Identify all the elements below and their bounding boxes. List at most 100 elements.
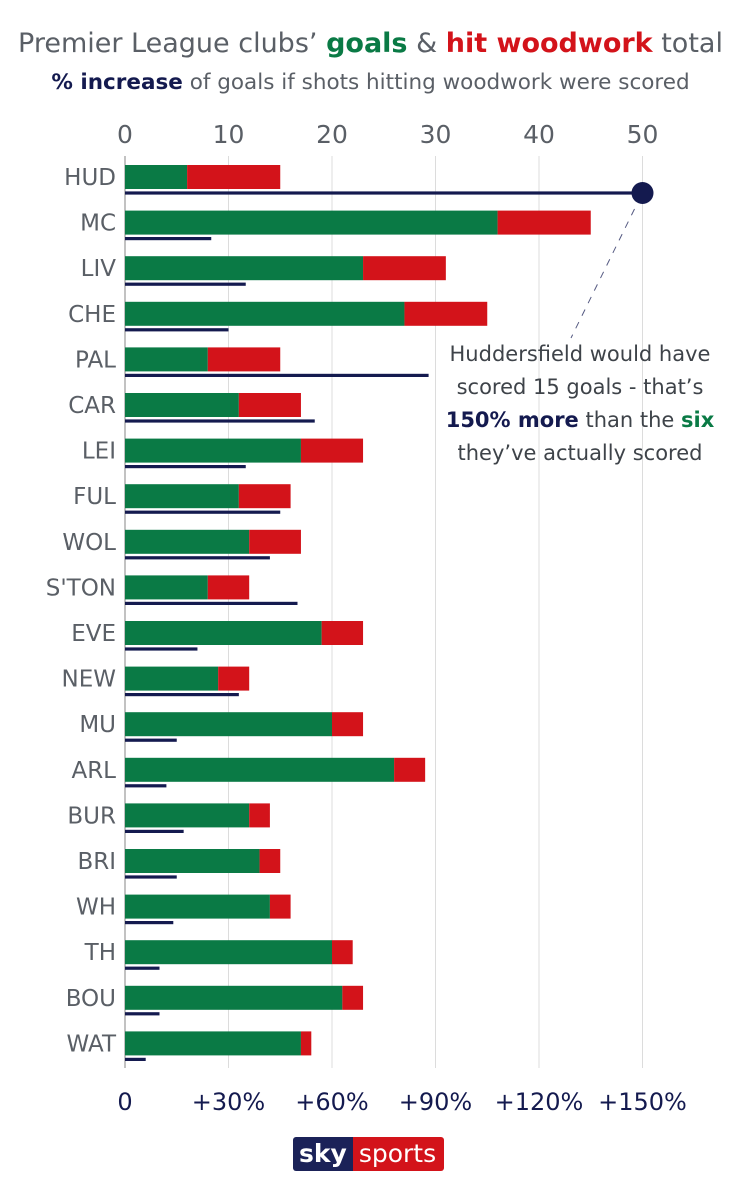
category-label: WH (76, 895, 116, 921)
increase-line (125, 328, 229, 332)
bottom-tick-label: +120% (495, 1088, 584, 1116)
category-label: BUR (67, 803, 116, 829)
woodwork-bar (269, 894, 291, 919)
increase-line (125, 465, 246, 469)
woodwork-bar (300, 438, 364, 463)
woodwork-bar (321, 621, 364, 645)
goals-bar (125, 894, 270, 919)
goals-bar (125, 1031, 301, 1056)
top-tick-label: 30 (420, 120, 452, 149)
bottom-tick-label: 0 (117, 1088, 132, 1116)
category-label: S'TON (46, 575, 116, 601)
bottom-tick-label: +60% (295, 1088, 368, 1116)
goals-bar (125, 484, 239, 509)
goals-bar (125, 757, 395, 782)
woodwork-bar (394, 757, 426, 782)
top-tick-label: 40 (523, 120, 555, 149)
goals-bar (125, 347, 208, 372)
goals-bar (125, 803, 250, 828)
increase-line (125, 875, 177, 879)
subtitle-increase: % increase (51, 70, 183, 95)
category-label: MC (80, 211, 116, 237)
increase-line (125, 921, 174, 925)
category-label: LIV (81, 256, 117, 282)
goals-bar (125, 301, 405, 326)
category-label: HUD (64, 165, 116, 191)
chart-title: Premier League clubs’ goals & hit woodwo… (18, 28, 723, 59)
woodwork-bar (249, 803, 270, 828)
bottom-tick-label: +30% (192, 1088, 265, 1116)
bottom-tick-label: +90% (399, 1088, 472, 1116)
increase-line (125, 738, 177, 742)
woodwork-bar (207, 575, 250, 600)
category-label: NEW (62, 667, 116, 693)
category-label: WAT (67, 1031, 117, 1057)
increase-line (125, 693, 239, 697)
woodwork-bar (238, 484, 291, 509)
goals-bar (125, 438, 301, 463)
woodwork-bar (249, 529, 301, 554)
goals-bar (125, 393, 239, 417)
woodwork-bar (218, 666, 250, 691)
increase-line (125, 647, 198, 651)
category-label: WOL (62, 530, 116, 556)
woodwork-bar (259, 849, 281, 873)
category-label: CAR (68, 393, 116, 419)
title-woodwork: hit woodwork (445, 28, 653, 59)
woodwork-bar (332, 712, 364, 737)
goals-bar (125, 256, 364, 281)
woodwork-bar (187, 165, 281, 189)
category-label: LEI (82, 439, 116, 465)
category-label: EVE (71, 621, 116, 647)
increase-marker (631, 182, 654, 204)
sky-sports-logo: sky sports (293, 1137, 445, 1171)
goals-bar (125, 575, 208, 600)
woodwork-bar (404, 301, 488, 326)
woodwork-bar (363, 256, 446, 281)
goals-bar (125, 940, 332, 965)
category-label: ARL (71, 758, 116, 784)
goals-bar (125, 985, 343, 1010)
increase-line (125, 829, 184, 833)
huddersfield-annotation: Huddersfield would have scored 15 goals … (445, 342, 715, 465)
top-tick-label: 0 (117, 120, 133, 149)
top-tick-label: 20 (316, 120, 348, 149)
increase-line (125, 237, 212, 241)
chart-subtitle: % increase of goals if shots hitting woo… (51, 70, 690, 95)
woodwork-bar (238, 393, 301, 417)
increase-line (125, 191, 643, 195)
woodwork-bar (332, 940, 353, 965)
category-label: FUL (73, 484, 116, 510)
annotation-leader (570, 208, 635, 339)
goals-bar (125, 666, 219, 691)
category-label: CHE (68, 302, 116, 328)
increase-line (125, 601, 298, 605)
increase-line (125, 419, 315, 423)
increase-line (125, 1057, 146, 1061)
goals-bar (125, 210, 498, 235)
top-tick-label: 10 (213, 120, 245, 149)
increase-line (125, 510, 281, 514)
increase-line (125, 373, 429, 377)
title-goals: goals (326, 28, 408, 59)
top-tick-label: 50 (627, 120, 659, 149)
woodwork-bar (342, 985, 364, 1010)
woodwork-bar (207, 347, 281, 372)
woodwork-bar (300, 1031, 312, 1056)
increase-line (125, 966, 160, 970)
increase-line (125, 282, 246, 286)
category-label: PAL (75, 347, 116, 373)
category-label: TH (84, 940, 116, 966)
category-label: BOU (66, 986, 116, 1012)
category-label: MU (79, 712, 116, 738)
category-label: BRI (77, 849, 116, 875)
goals-bar (125, 529, 250, 554)
increase-line (125, 784, 167, 788)
woodwork-bar (497, 210, 591, 235)
goals-bar (125, 621, 322, 645)
increase-line (125, 1012, 160, 1016)
goals-bar (125, 165, 188, 189)
bottom-tick-label: +150% (598, 1088, 687, 1116)
goals-bar (125, 712, 332, 737)
